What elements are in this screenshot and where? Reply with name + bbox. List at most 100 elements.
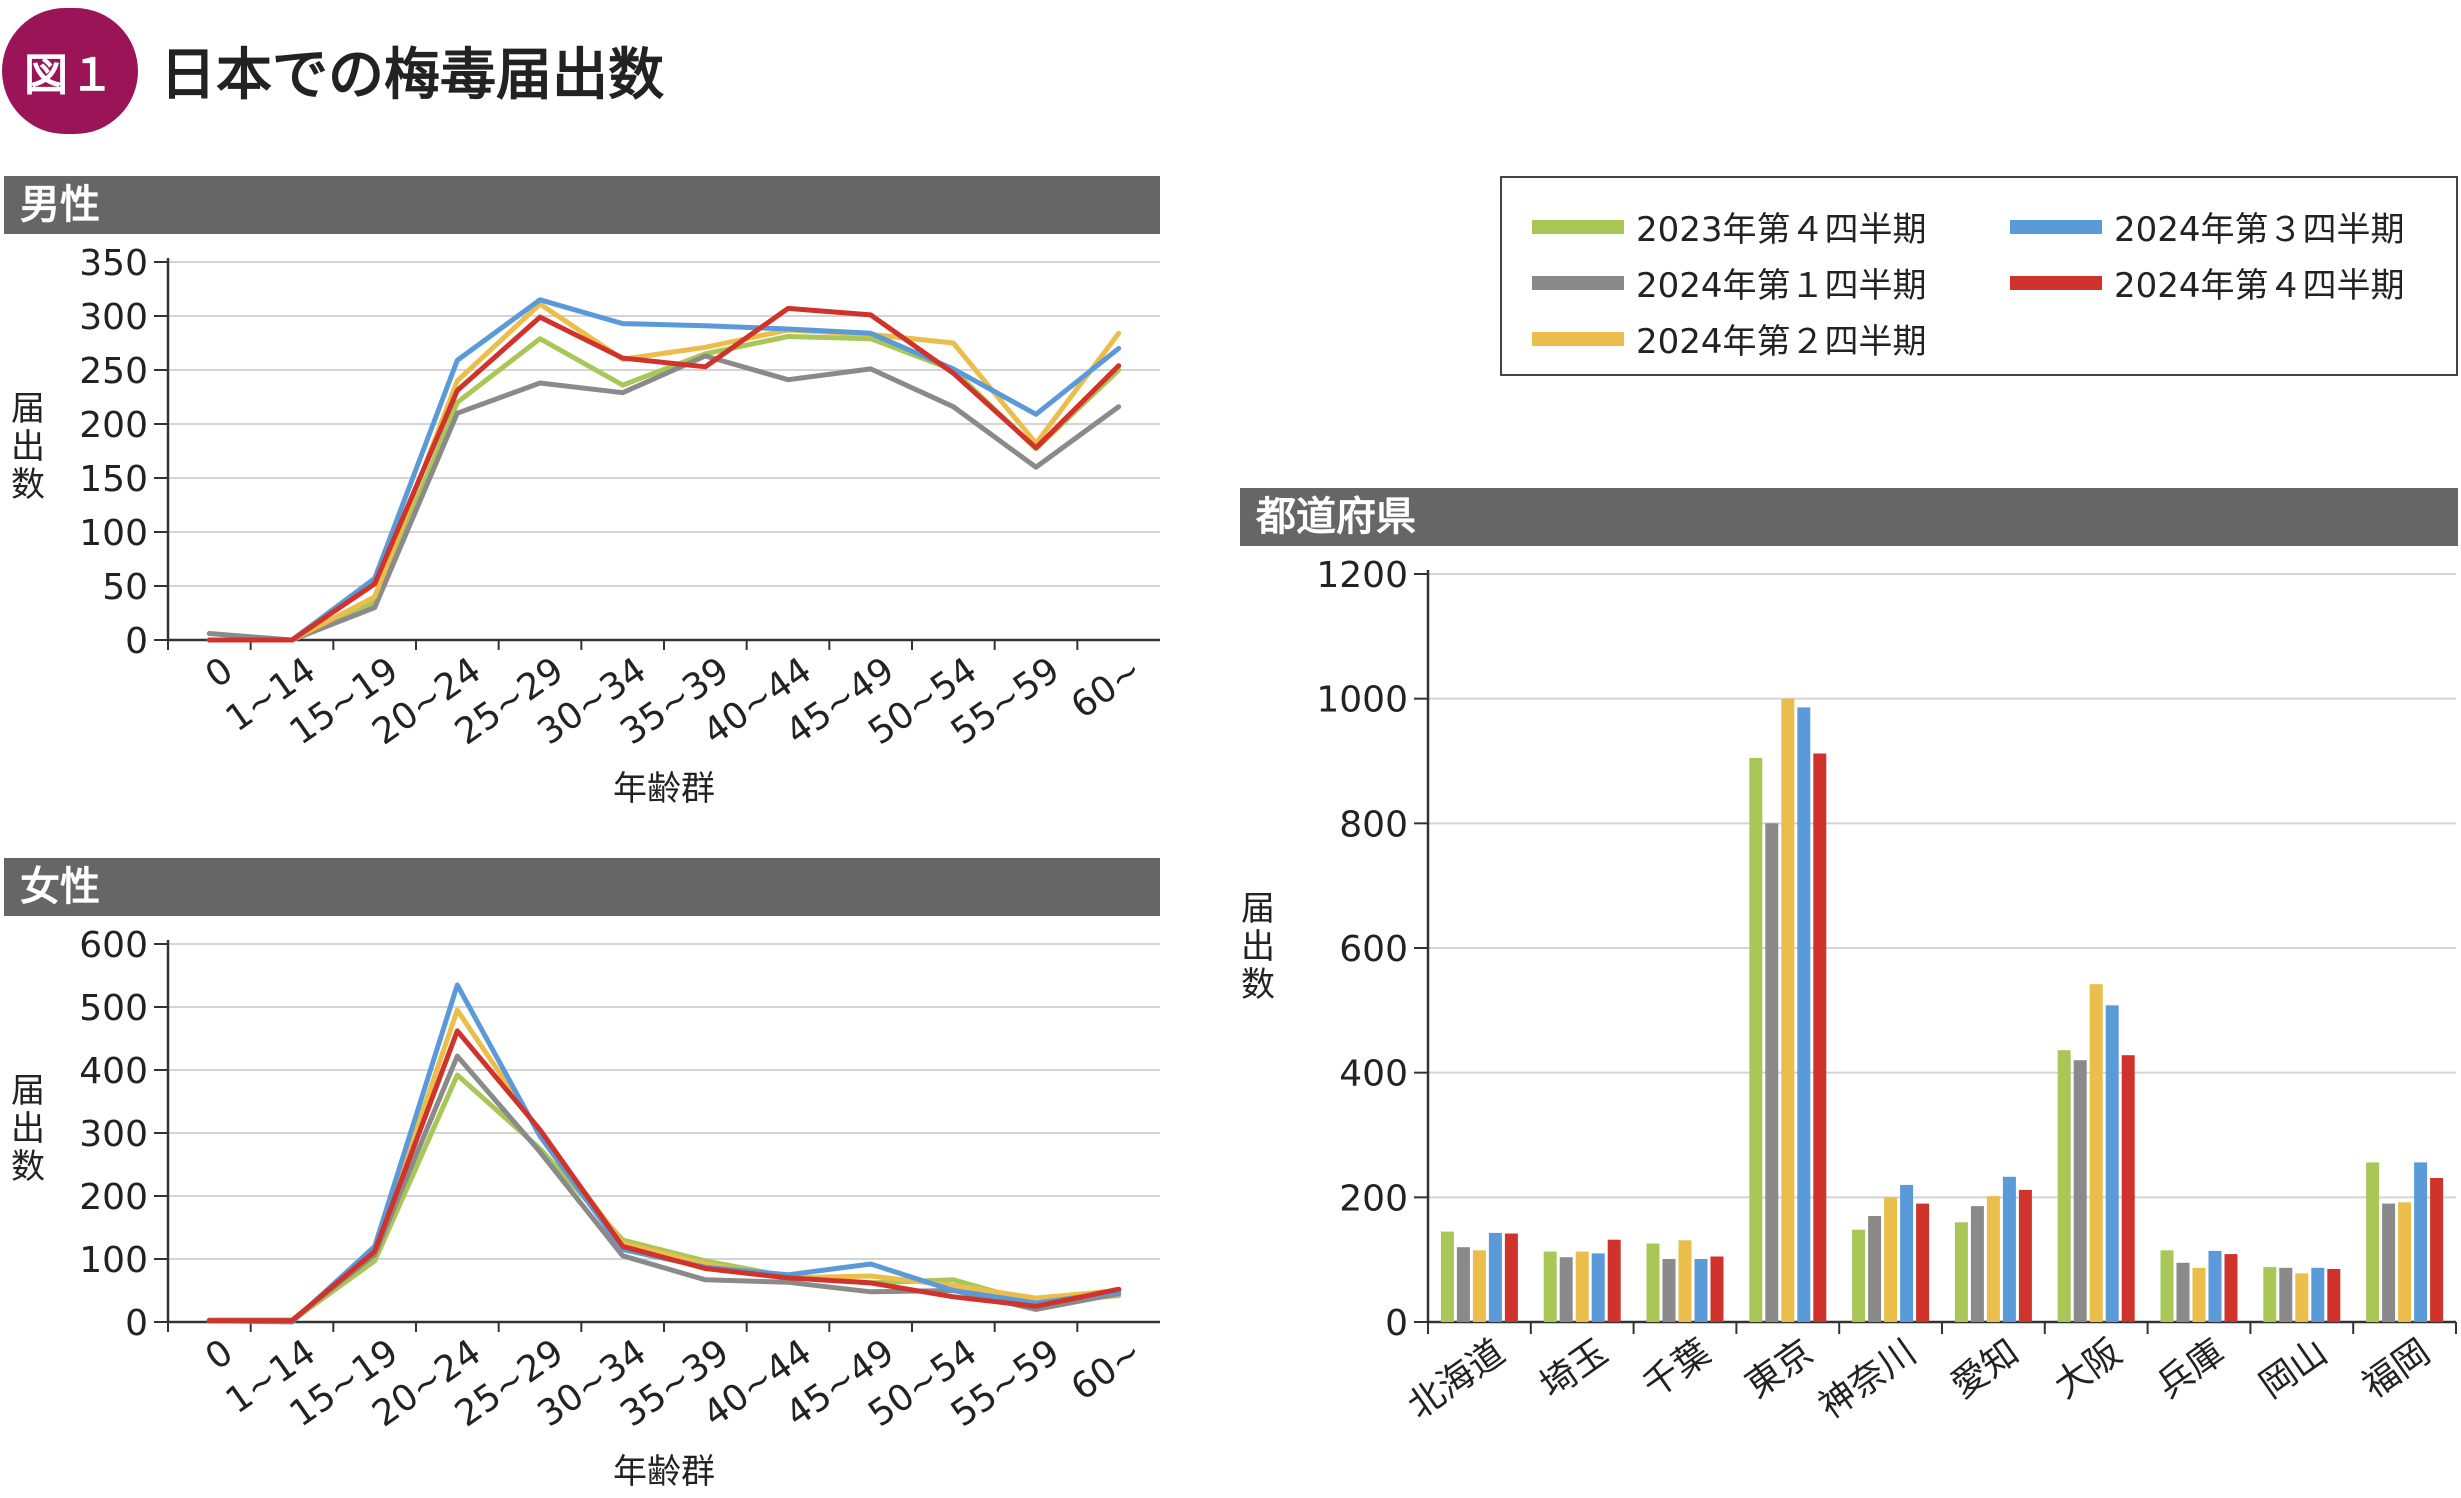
x-tick-label: 60~: [1064, 1332, 1150, 1409]
bar: [2018, 1189, 2032, 1322]
bar: [2089, 984, 2103, 1322]
bar: [1868, 1216, 1882, 1322]
legend: 2023年第４四半期 2024年第１四半期 2024年第２四半期 2024年第３四半期…: [1500, 176, 2458, 376]
bar: [2121, 1055, 2135, 1322]
bar: [1813, 753, 1827, 1322]
bar: [1884, 1197, 1898, 1322]
bar: [2105, 1005, 2119, 1322]
y-axis-label: 出: [1241, 927, 1275, 967]
y-axis-label: 数: [11, 465, 45, 505]
legend-label: 2024年第４四半期: [2114, 266, 2405, 306]
series-line: [206, 301, 1122, 643]
x-tick-label: 東京: [1738, 1332, 1821, 1407]
bar: [1765, 823, 1779, 1322]
x-tick-label: 0: [198, 1332, 240, 1379]
legend-label: 2023年第４四半期: [1636, 210, 1927, 250]
bar: [2327, 1269, 2341, 1322]
y-axis-label: 届: [11, 389, 45, 429]
y-tick-label: 1200: [1316, 555, 1408, 596]
y-tick-label: 250: [79, 351, 148, 392]
x-tick-label: 兵庫: [2150, 1332, 2233, 1407]
legend-item: 2024年第４四半期: [2010, 258, 2405, 307]
y-axis-label: 届: [11, 1071, 45, 1111]
y-tick-label: 400: [79, 1051, 148, 1092]
bar: [2263, 1267, 2277, 1322]
y-tick-label: 300: [79, 297, 148, 338]
bar: [1781, 698, 1795, 1322]
x-tick-label: 60~: [1064, 650, 1150, 727]
bar: [1694, 1259, 1708, 1322]
bar: [1504, 1233, 1518, 1322]
y-tick-label: 600: [1339, 929, 1408, 970]
x-tick-label: 0: [198, 650, 240, 697]
bar: [1543, 1251, 1557, 1322]
y-axis-label: 届: [1241, 889, 1275, 929]
figure-title: 日本での梅毒届出数: [160, 43, 664, 108]
series-line: [206, 1072, 1122, 1324]
y-tick-label: 600: [79, 925, 148, 966]
y-axis-label: 数: [11, 1147, 45, 1187]
series-line: [206, 1028, 1122, 1324]
bar: [2002, 1176, 2016, 1322]
x-tick-label: 愛知: [1944, 1332, 2027, 1407]
y-tick-label: 0: [125, 1303, 148, 1344]
bar: [1916, 1203, 1930, 1322]
y-axis-label: 出: [11, 1109, 45, 1149]
bar: [2311, 1267, 2325, 1322]
y-tick-label: 200: [1339, 1178, 1408, 1219]
bar: [1954, 1222, 1968, 1322]
bar: [2382, 1203, 2396, 1322]
panel-title-female: 女性: [4, 858, 1160, 916]
legend-item: 2024年第２四半期: [1532, 314, 1927, 363]
y-tick-label: 500: [79, 988, 148, 1029]
bar: [1607, 1239, 1621, 1322]
panel-title-prefecture: 都道府県: [1240, 488, 2458, 546]
bar: [2057, 1050, 2071, 1322]
bar: [1472, 1250, 1486, 1322]
bar: [2414, 1162, 2428, 1322]
series-line: [206, 1053, 1122, 1323]
bar: [2176, 1262, 2190, 1322]
legend-swatch: [1532, 331, 1624, 346]
bar: [1646, 1243, 1660, 1322]
legend-item: 2024年第３四半期: [2010, 202, 2405, 251]
legend-item: 2024年第１四半期: [1532, 258, 1927, 307]
y-tick-label: 100: [79, 513, 148, 554]
series-line: [206, 353, 1122, 643]
x-axis-label: 年齢群: [613, 769, 715, 809]
x-tick-label: 埼玉: [1533, 1332, 1616, 1407]
legend-swatch: [1532, 275, 1624, 290]
legend-label: 2024年第２四半期: [1636, 322, 1927, 362]
bar: [2224, 1254, 2238, 1322]
y-tick-label: 1000: [1316, 680, 1408, 721]
bar: [1970, 1206, 1984, 1322]
bar: [1797, 707, 1811, 1322]
x-tick-label: 大阪: [2047, 1332, 2130, 1407]
x-tick-label: 北海道: [1401, 1332, 1513, 1428]
y-tick-label: 800: [1339, 804, 1408, 845]
x-tick-label: 福岡: [2355, 1332, 2438, 1407]
x-tick-label: 神奈川: [1812, 1332, 1924, 1428]
y-tick-label: 400: [1339, 1054, 1408, 1095]
bar: [1591, 1253, 1605, 1322]
bar: [1986, 1196, 2000, 1322]
bar: [2279, 1267, 2293, 1322]
bar: [2160, 1250, 2174, 1322]
figure-badge: 図１: [2, 8, 138, 134]
bar: [1440, 1231, 1454, 1322]
series-line: [206, 305, 1122, 643]
y-axis-label: 数: [1241, 965, 1275, 1005]
y-tick-label: 100: [79, 1240, 148, 1281]
bar: [1575, 1251, 1589, 1322]
series-line: [206, 982, 1122, 1325]
y-tick-label: 0: [125, 621, 148, 662]
y-tick-label: 150: [79, 459, 148, 500]
bar: [2430, 1178, 2444, 1322]
legend-swatch: [2010, 275, 2102, 290]
bar: [1559, 1257, 1573, 1322]
legend-swatch: [1532, 219, 1624, 234]
bar: [2192, 1267, 2206, 1322]
bar: [1678, 1240, 1692, 1322]
y-axis-label: 出: [11, 427, 45, 467]
y-tick-label: 200: [79, 1177, 148, 1218]
